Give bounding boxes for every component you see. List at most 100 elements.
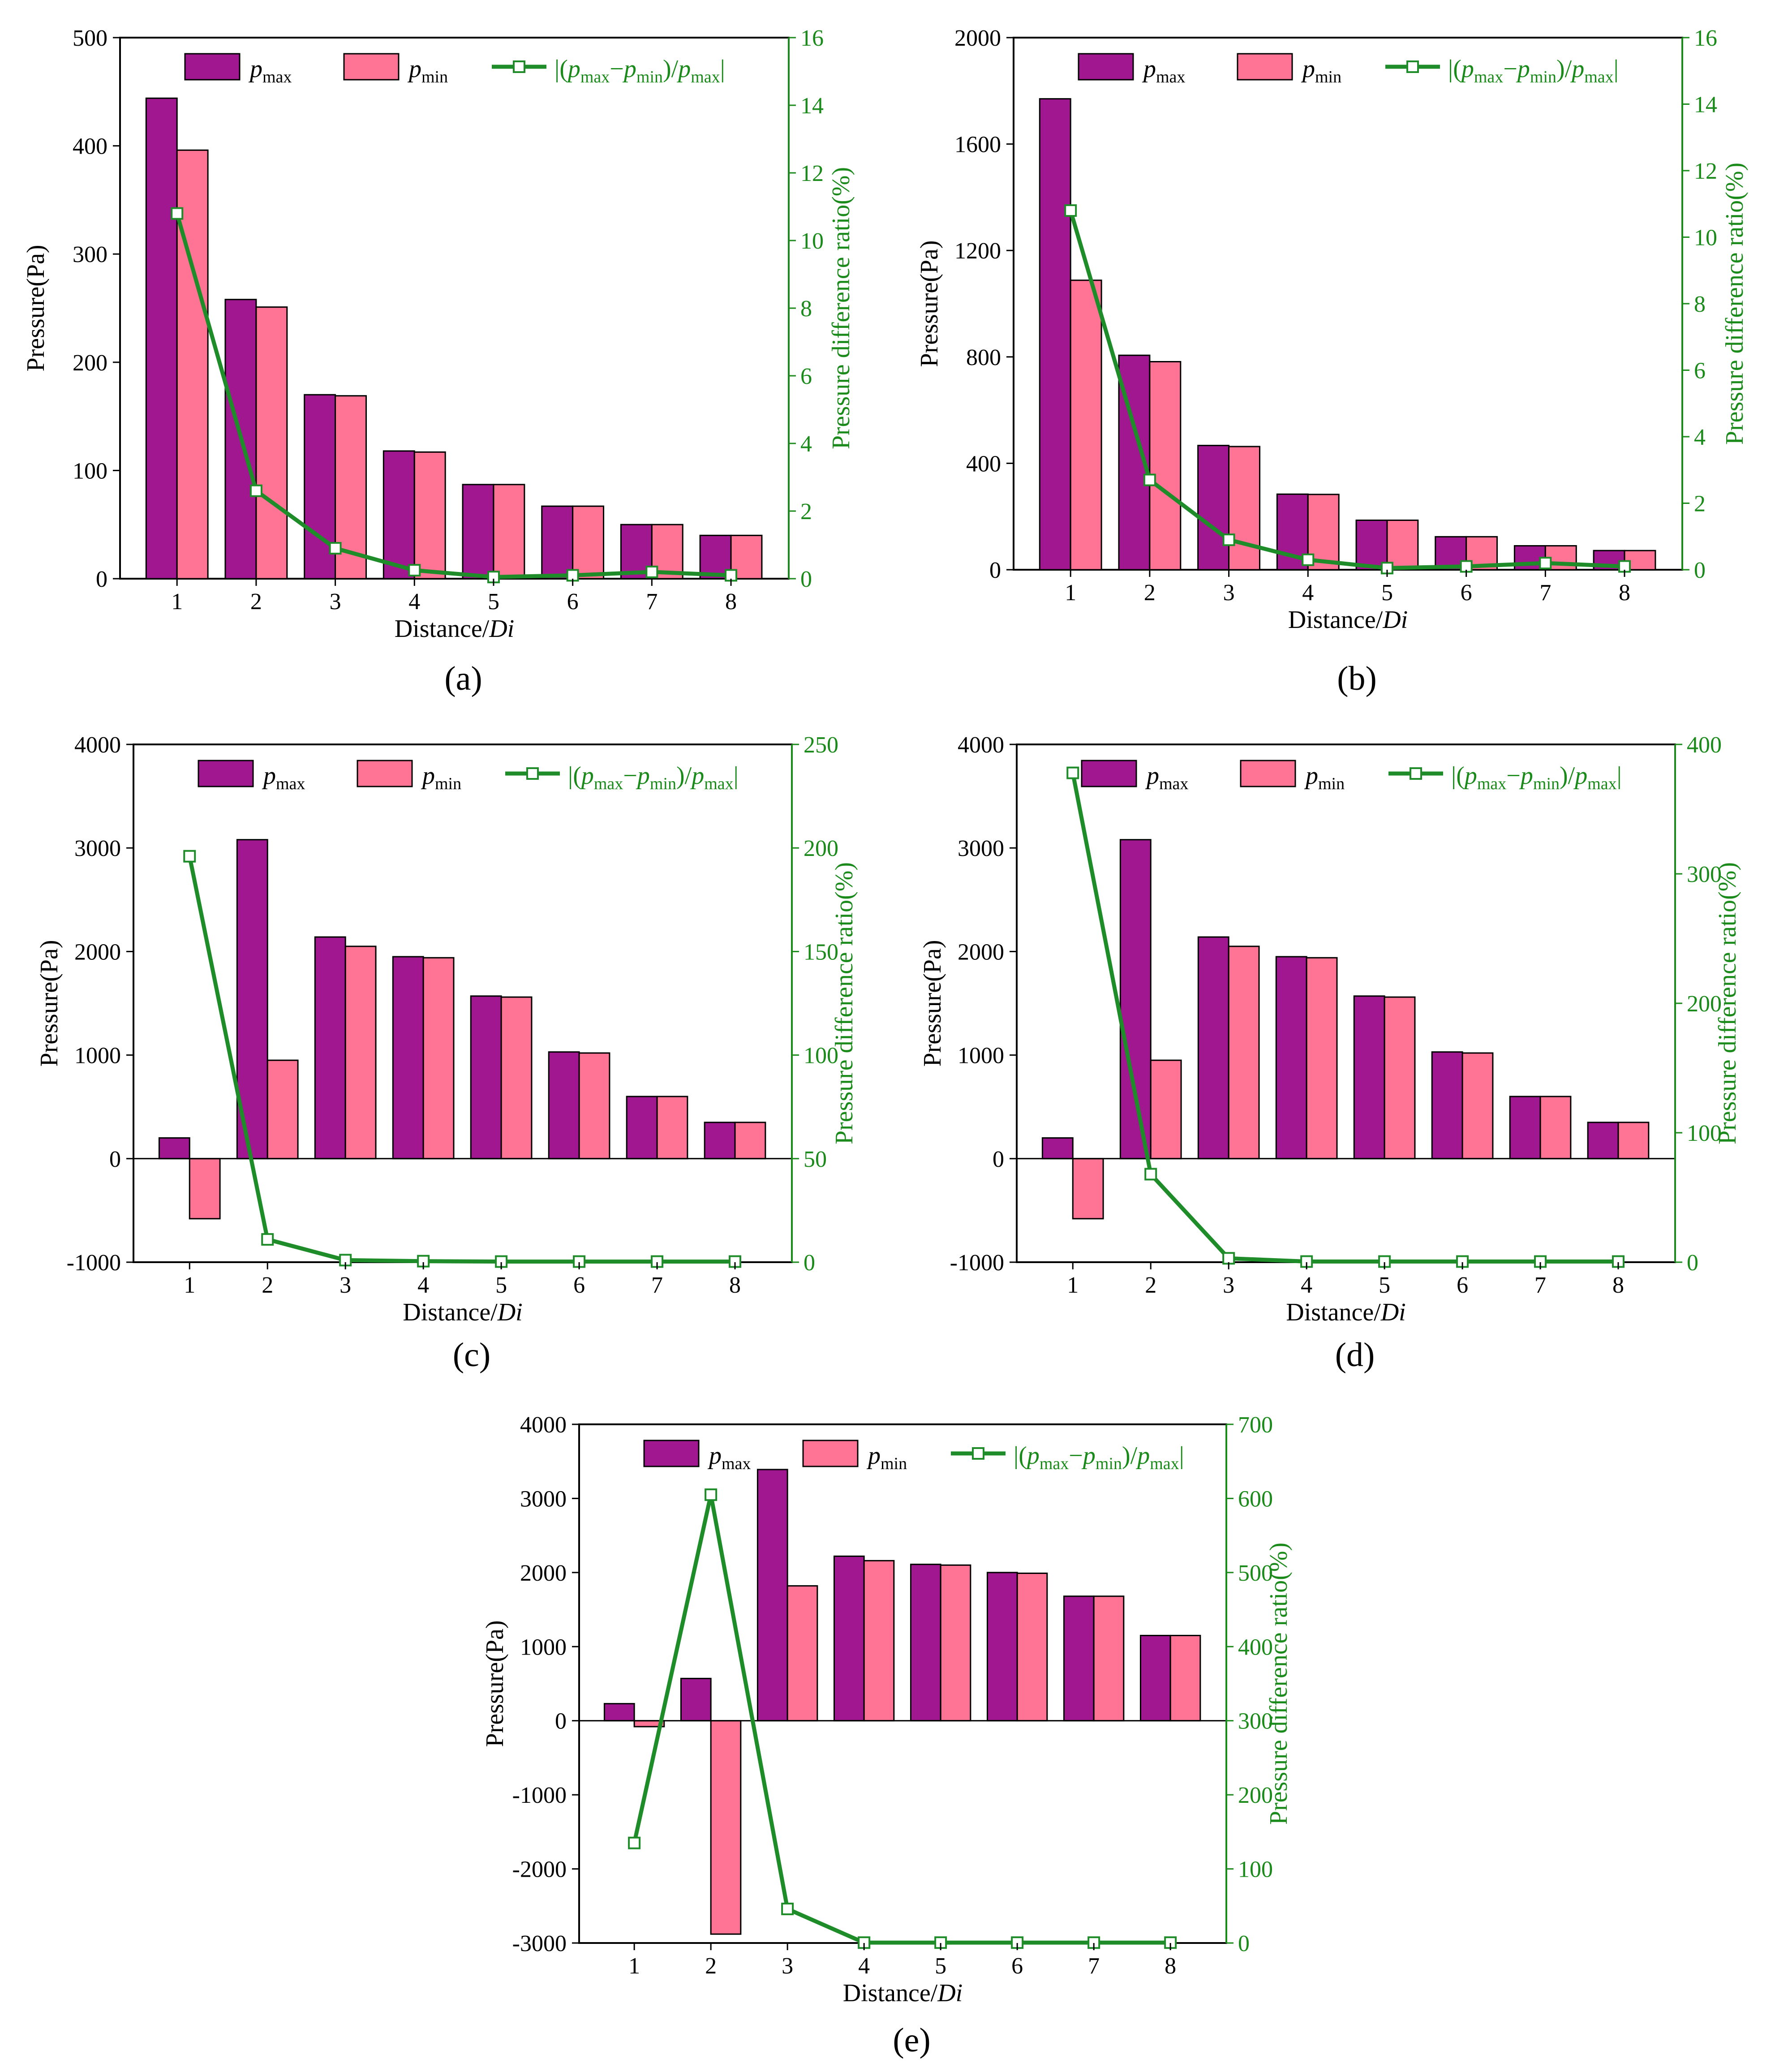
legend-label-ratio: |(pmax−pmin)/pmax| bbox=[568, 762, 739, 793]
bar-pmin-5 bbox=[493, 484, 525, 580]
x-tick-label: 6 bbox=[1011, 1953, 1023, 1979]
y2-tick-label: 6 bbox=[800, 364, 812, 389]
bar-pmax-1 bbox=[1039, 98, 1071, 571]
ratio-line bbox=[632, 1492, 1171, 1945]
legend-swatch-pmin bbox=[802, 1440, 859, 1467]
legend-p: p bbox=[1142, 55, 1156, 83]
bar-pmax-6 bbox=[986, 1572, 1018, 1722]
x-tick-label: 3 bbox=[330, 589, 341, 615]
y2-tick-label: 300 bbox=[1238, 1709, 1273, 1734]
legend-sub-max: max bbox=[1156, 68, 1185, 86]
y2-tick-label: 4 bbox=[1694, 425, 1706, 450]
legend-label-pmax: pmax bbox=[1145, 762, 1188, 793]
bar-pmax-1 bbox=[1041, 1137, 1074, 1160]
legend-label-ratio: |(pmax−pmin)/pmax| bbox=[1448, 55, 1619, 86]
legend-p: p bbox=[622, 55, 636, 83]
y2-tick-label: 50 bbox=[804, 1147, 827, 1172]
legend-ratio-mid: )/ bbox=[1122, 1442, 1138, 1470]
ratio-marker-8 bbox=[725, 569, 738, 582]
legend-sub-max: max bbox=[276, 774, 305, 793]
legend-p: p bbox=[1135, 1442, 1150, 1470]
y-tick-label: 500 bbox=[73, 26, 107, 51]
legend-swatch-pmin bbox=[1240, 760, 1296, 787]
legend-ratio-suffix: | bbox=[1614, 55, 1619, 83]
x-axis-label: Distance/Di bbox=[1288, 606, 1408, 634]
ratio-marker-1 bbox=[1066, 766, 1079, 779]
ratio-line bbox=[1070, 772, 1619, 1264]
legend-label-pmax: pmax bbox=[1142, 55, 1185, 86]
legend-swatch-pmax bbox=[184, 53, 241, 81]
legend-ratio-suffix: | bbox=[1617, 762, 1622, 790]
y-tick-label: 0 bbox=[555, 1709, 567, 1734]
legend-p: p bbox=[1463, 762, 1477, 790]
y2-tick-label: 0 bbox=[1687, 1250, 1698, 1276]
ratio-marker-1 bbox=[1064, 204, 1077, 217]
legend-p: p bbox=[1081, 1442, 1096, 1470]
y-axis-label: Pressure(Pa) bbox=[915, 240, 943, 367]
legend-label-pmin: pmin bbox=[1301, 55, 1341, 86]
x-tick-label: 5 bbox=[495, 1272, 507, 1298]
legend-ratio-prefix: |( bbox=[1014, 1442, 1027, 1470]
bar-pmax-6 bbox=[548, 1051, 580, 1160]
legend-label-pmin: pmin bbox=[1304, 762, 1345, 793]
y-tick-label: 0 bbox=[96, 567, 107, 592]
bar-pmin-5 bbox=[1384, 996, 1416, 1160]
legend-sub-min: min bbox=[1530, 68, 1556, 86]
bar-pmin-2 bbox=[1150, 1059, 1182, 1160]
ratio-marker-7 bbox=[645, 565, 658, 578]
legend-ratio-mid: )/ bbox=[1560, 762, 1575, 790]
panel-label: (d) bbox=[1335, 1336, 1375, 1374]
y-tick-label: -1000 bbox=[950, 1250, 1004, 1276]
legend-p: p bbox=[1460, 55, 1474, 83]
y2-axis-label: Pressure difference ratio(%) bbox=[1714, 862, 1741, 1144]
y2-axis-label: Pressure difference ratio(%) bbox=[830, 862, 858, 1144]
y2-tick-label: 8 bbox=[800, 296, 812, 322]
legend-p: p bbox=[566, 55, 580, 83]
bar-pmax-7 bbox=[1063, 1595, 1095, 1722]
panel-label: (a) bbox=[444, 660, 482, 697]
legend-ratio-marker bbox=[1410, 767, 1422, 780]
plot-frame bbox=[1016, 744, 1676, 1263]
y-tick-label: 400 bbox=[966, 451, 1001, 477]
y2-tick-label: 100 bbox=[1238, 1857, 1273, 1883]
x-tick-label: 4 bbox=[858, 1953, 870, 1979]
y2-tick-label: 10 bbox=[800, 228, 824, 254]
x-tick-label: 2 bbox=[705, 1953, 717, 1979]
y2-axis-label: Pressure difference ratio(%) bbox=[1265, 1543, 1293, 1825]
y-axis-label: Pressure(Pa) bbox=[919, 940, 946, 1066]
ratio-marker-3 bbox=[1222, 533, 1235, 546]
legend-p: p bbox=[1516, 55, 1530, 83]
y-axis-label: Pressure(Pa) bbox=[481, 1620, 509, 1747]
y-axis-label: Pressure(Pa) bbox=[35, 940, 63, 1066]
bar-pmin-8 bbox=[1169, 1634, 1201, 1722]
legend-sub-min: min bbox=[650, 774, 676, 793]
y-tick-label: -3000 bbox=[512, 1931, 567, 1956]
y2-tick-label: 6 bbox=[1694, 358, 1706, 384]
y2-tick-label: 12 bbox=[800, 161, 824, 186]
ratio-marker-7 bbox=[651, 1255, 664, 1268]
legend-p: p bbox=[1145, 762, 1159, 790]
y2-tick-label: 300 bbox=[1687, 862, 1722, 887]
legend-sub-max: max bbox=[1477, 774, 1506, 793]
legend-ratio-minus: − bbox=[1506, 762, 1521, 790]
legend-label-pmin: pmin bbox=[421, 762, 461, 793]
y2-tick-label: 10 bbox=[1694, 225, 1717, 251]
bar-pmax-8 bbox=[1587, 1122, 1619, 1160]
y2-axis-label: Pressure difference ratio(%) bbox=[1721, 163, 1749, 445]
y2-tick-label: 600 bbox=[1238, 1486, 1273, 1512]
legend-label-ratio: |(pmax−pmin)/pmax| bbox=[554, 55, 725, 86]
bar-pmax-4 bbox=[383, 450, 415, 580]
legend-p: p bbox=[866, 1442, 881, 1470]
bar-pmax-6 bbox=[1431, 1051, 1463, 1160]
y-tick-label: 400 bbox=[73, 134, 107, 159]
x-axis-label-text: Distance/ bbox=[1286, 1298, 1381, 1326]
legend-ratio-prefix: |( bbox=[554, 55, 568, 83]
bar-pmax-8 bbox=[1139, 1634, 1171, 1722]
legend-swatch-pmax bbox=[1078, 53, 1134, 81]
y2-tick-label: 100 bbox=[1687, 1121, 1722, 1146]
y2-tick-label: 200 bbox=[1238, 1783, 1273, 1808]
y-tick-label: 300 bbox=[73, 242, 107, 267]
legend-sub-min: min bbox=[1315, 68, 1341, 86]
ratio-marker-3 bbox=[781, 1902, 794, 1915]
x-axis-label-italic: Di bbox=[1382, 606, 1408, 634]
